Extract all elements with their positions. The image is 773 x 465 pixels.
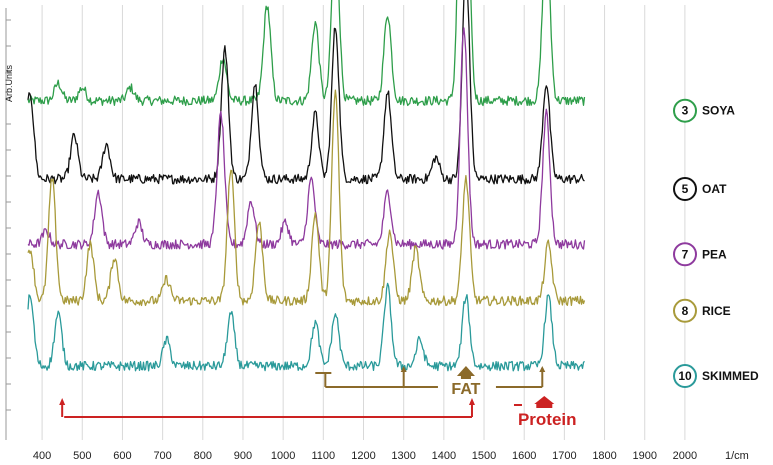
x-tick-label: 1100 [311, 450, 335, 462]
fat-marker-arrowhead [400, 366, 407, 372]
x-tick-label: 1300 [391, 450, 415, 462]
series-badge [673, 298, 697, 323]
x-tick-label: 1900 [632, 450, 656, 462]
y-axis [5, 8, 11, 440]
series-badge [673, 364, 697, 389]
x-tick-label: 2000 [673, 450, 697, 462]
series-badge-number: 5 [682, 182, 689, 196]
series-line-rice [27, 89, 586, 307]
series-badge [673, 98, 697, 123]
x-tick-label: 1500 [472, 450, 496, 462]
series-badge-number: 8 [682, 304, 689, 318]
series-line-soya [27, 0, 586, 107]
series-name-label: PEA [702, 247, 727, 261]
x-tick-label: 800 [194, 450, 212, 462]
protein-label: Protein [518, 410, 577, 429]
x-tick-label: 600 [113, 450, 131, 462]
x-tick-label: 500 [73, 450, 91, 462]
fat-marker-arrowhead [539, 366, 546, 372]
series-badge-number: 3 [682, 104, 689, 118]
protein-arrow-icon [534, 396, 555, 404]
series-badge-number: 7 [682, 247, 689, 261]
x-unit-label: 1/cm [725, 450, 749, 462]
x-tick-label: 1700 [552, 450, 576, 462]
protein-marker-arrowhead [59, 398, 66, 405]
series-name-label: RICE [702, 304, 731, 318]
x-tick-label: 1400 [432, 450, 456, 462]
y-axis-label: Arb.Units [4, 64, 14, 102]
x-tick-label: 400 [33, 450, 51, 462]
x-tick-label: 700 [153, 450, 171, 462]
series-badge-number: 10 [678, 369, 692, 383]
series-badge [673, 177, 697, 201]
series-line-pea [27, 27, 586, 250]
series-line-skimmed [27, 282, 585, 372]
series-name-label: OAT [702, 182, 727, 196]
x-tick-label: 1800 [592, 450, 616, 462]
series-line-oat [27, 0, 585, 185]
fat-arrow-icon [456, 366, 475, 376]
annotations: FAT Protein [59, 366, 577, 429]
series-layer [27, 0, 586, 372]
x-tick-label: 1200 [351, 450, 375, 462]
x-tick-label: 1600 [512, 450, 536, 462]
x-tick-label: 1000 [271, 450, 295, 462]
fat-label: FAT [451, 381, 480, 398]
fat-arrow-icon-base [460, 376, 471, 379]
series-name-label: SKIMMED [702, 369, 759, 383]
protein-marker-arrowhead [468, 398, 475, 405]
series-badge [673, 242, 697, 267]
x-tick-label: 900 [234, 450, 252, 462]
x-tick-labels: 400 500 600 700 800 900 1000 1100 1200 1300 1400 15… [33, 450, 697, 462]
series-name-label: SOYA [702, 104, 735, 118]
series-labels: 3 SOYA 5 OAT 7 PEA 8 RICE 10 SKIMMED [673, 98, 759, 389]
protein-arrow-icon-base [536, 404, 553, 408]
